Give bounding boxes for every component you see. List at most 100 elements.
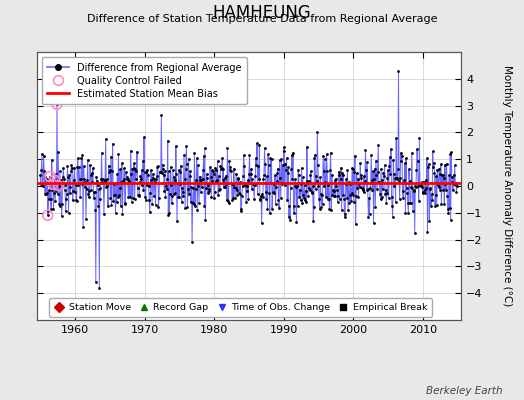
Point [354,193,363,200]
Point [233,187,241,194]
Point [204,182,213,188]
Point [172,143,180,149]
Point [74,181,83,188]
Point [50,177,59,183]
Point [156,169,164,175]
Point [46,173,54,180]
Point [449,187,457,194]
Point [78,181,86,187]
Point [251,173,259,179]
Point [66,190,74,196]
Point [239,152,248,158]
Point [355,181,363,187]
Point [187,198,195,205]
Point [37,166,46,173]
Point [205,188,214,194]
Point [292,183,300,190]
Point [72,198,81,205]
Point [390,171,398,178]
Point [165,210,173,216]
Point [305,184,313,191]
Point [420,187,429,193]
Point [217,166,225,172]
Point [125,177,134,184]
Point [247,166,255,172]
Point [444,206,452,212]
Point [73,164,81,170]
Point [421,190,429,197]
Point [425,218,433,224]
Point [437,201,445,208]
Point [440,174,448,181]
Point [174,167,183,173]
Point [444,210,453,216]
Point [95,285,104,291]
Point [52,171,60,177]
Point [54,183,63,189]
Point [308,189,316,196]
Point [438,172,446,178]
Point [61,208,70,214]
Point [69,188,78,194]
Point [419,190,427,196]
Point [370,176,378,182]
Point [430,170,439,176]
Point [368,177,376,183]
Point [248,186,256,192]
Point [376,196,385,203]
Point [364,213,373,220]
Point [221,174,229,181]
Point [440,200,449,207]
Point [133,148,141,155]
Point [93,178,101,184]
Point [122,169,130,175]
Point [183,204,192,211]
Point [451,180,460,187]
Point [298,200,307,206]
Point [156,168,165,175]
Point [212,167,220,173]
Point [337,164,345,171]
Point [279,180,287,187]
Point [443,192,451,199]
Point [270,190,279,197]
Point [115,184,124,191]
Point [123,176,132,182]
Point [414,198,423,204]
Point [152,176,160,183]
Point [108,168,116,174]
Point [91,207,100,213]
Point [203,175,211,182]
Point [228,197,236,204]
Point [429,164,438,170]
Point [219,166,227,172]
Point [319,200,327,207]
Point [413,146,421,152]
Point [229,194,237,201]
Point [48,187,57,193]
Text: HAMHEUNG: HAMHEUNG [213,4,311,22]
Point [249,181,258,187]
Point [403,200,412,206]
Point [277,156,286,162]
Point [418,184,427,190]
Point [97,176,105,182]
Point [276,174,285,181]
Point [132,168,140,174]
Point [144,172,152,178]
Point [452,189,461,195]
Point [361,147,369,153]
Point [195,174,204,180]
Point [54,149,62,156]
Point [143,166,151,173]
Point [41,173,50,180]
Point [351,152,359,159]
Point [194,162,202,168]
Point [248,176,257,183]
Point [396,196,404,203]
Point [386,170,395,177]
Point [435,171,444,178]
Point [134,184,142,191]
Point [284,164,292,170]
Point [343,194,351,201]
